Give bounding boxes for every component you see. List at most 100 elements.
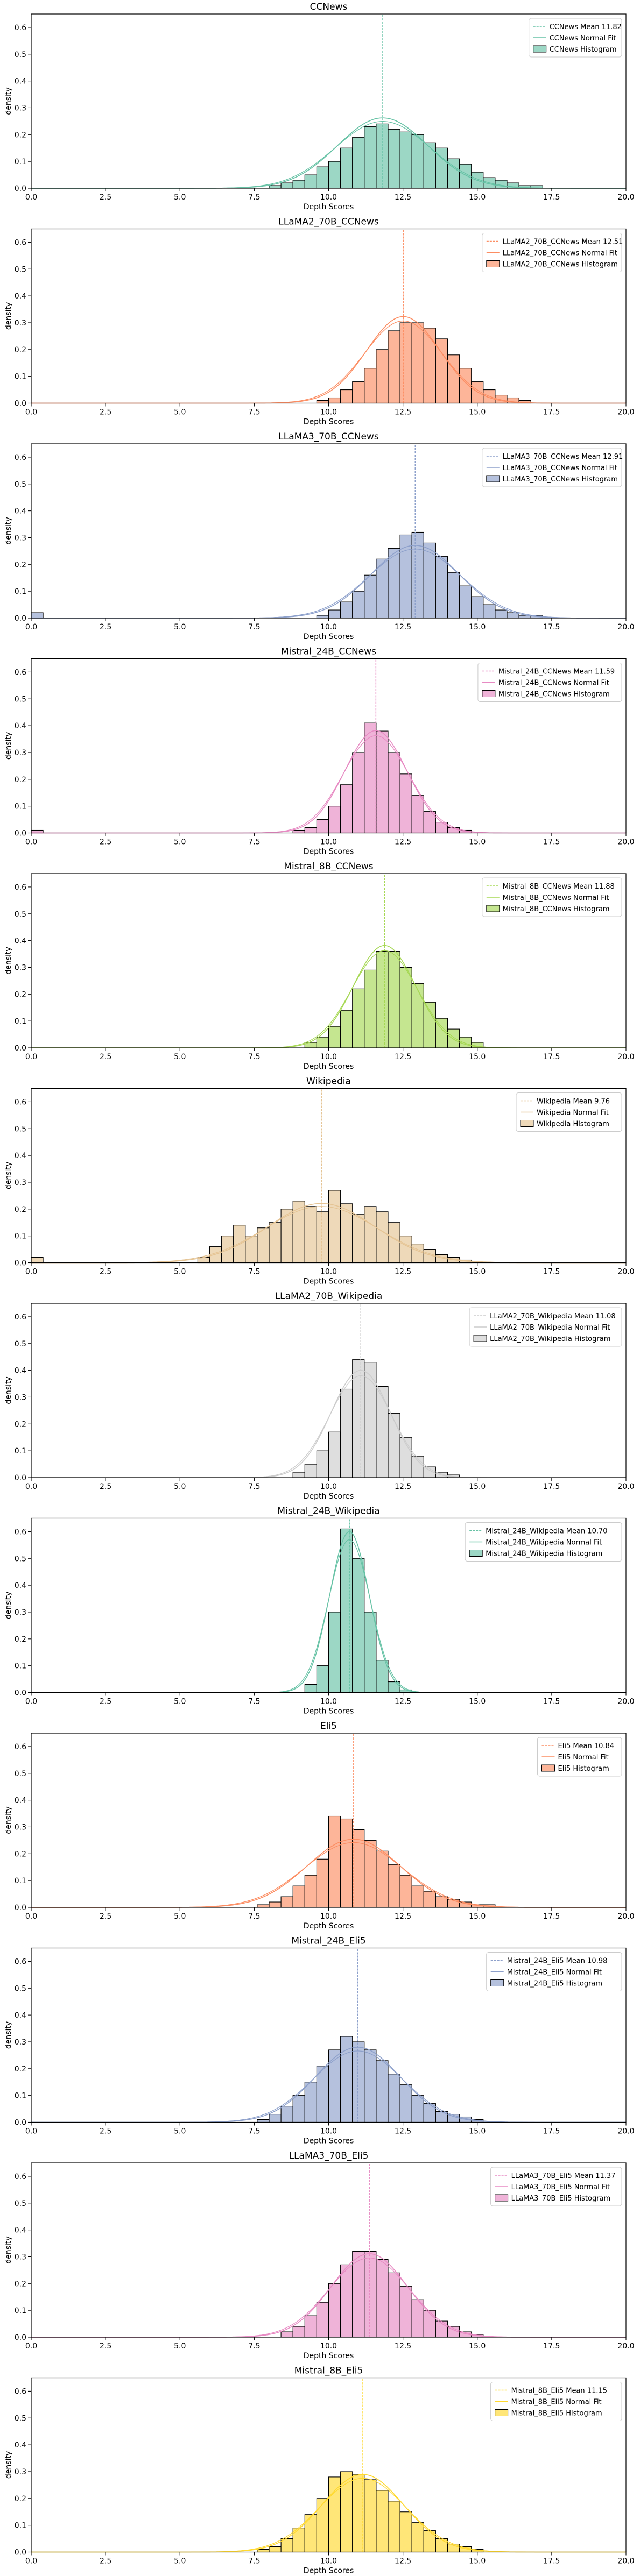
x-tick-label: 7.5 — [248, 408, 260, 417]
histogram-bar — [364, 722, 377, 834]
y-tick-label: 0.4 — [15, 937, 26, 946]
legend: Mistral_24B_Eli5 Mean 10.98 Mistral_24B_E… — [486, 1952, 622, 1991]
x-tick-label: 12.5 — [395, 2557, 411, 2566]
subplot-title: Wikipedia — [306, 1076, 351, 1087]
histogram-bar — [269, 2113, 282, 2123]
legend: Mistral_8B_Eli5 Mean 11.15 Mistral_8B_Eli… — [490, 2382, 622, 2421]
x-tick-label: 2.5 — [100, 623, 111, 631]
legend: LLaMA3_70B_CCNews Mean 12.91 LLaMA3_70B_C… — [482, 448, 623, 487]
histogram-bar — [340, 389, 353, 404]
histogram-bar — [376, 1850, 389, 1908]
histogram-bar — [352, 137, 365, 189]
histogram-bar — [328, 1190, 341, 1264]
histogram-bar — [411, 1885, 424, 1908]
y-axis-label: density — [4, 1806, 13, 1834]
histogram-bar — [364, 1362, 377, 1478]
x-tick-label: 17.5 — [543, 1698, 560, 1706]
x-tick-label: 10.0 — [320, 838, 337, 847]
histogram-bar — [423, 1002, 436, 1048]
x-tick-label: 17.5 — [543, 1268, 560, 1276]
x-tick-label: 0.0 — [25, 1912, 37, 1921]
y-tick-label: 0.5 — [15, 2199, 26, 2208]
y-tick-label: 0.4 — [15, 1797, 26, 1805]
y-tick-label: 0.6 — [15, 1313, 26, 1322]
y-tick-label: 0.1 — [15, 373, 26, 381]
subplot-mistral-24b-ccnews: Mistral_24B_CCNews 0.0 2.5 5.0 7.5 10.0 12.5 15… — [4, 647, 635, 856]
legend-label: LLaMA2_70B_CCNews Mean 12.51 — [503, 238, 623, 246]
y-tick-label: 0.4 — [15, 2011, 26, 2020]
y-tick-label: 0.2 — [15, 2495, 26, 2503]
legend-hist-swatch — [482, 690, 496, 697]
legend-box — [537, 1737, 622, 1777]
histogram-bar — [376, 951, 389, 1048]
x-tick-label: 0.0 — [25, 2557, 37, 2566]
x-tick-label: 10.0 — [320, 408, 337, 417]
x-tick-label: 10.0 — [320, 1268, 337, 1276]
histogram-bar — [340, 147, 353, 189]
histogram-bar — [364, 368, 377, 404]
histogram-bar — [411, 322, 424, 404]
x-tick-label: 7.5 — [248, 193, 260, 202]
histogram-bar — [352, 2251, 365, 2338]
x-tick-label: 20.0 — [617, 408, 634, 417]
x-tick-label: 7.5 — [248, 623, 260, 631]
x-tick-label: 15.0 — [469, 2342, 486, 2351]
histogram-bar — [280, 182, 293, 189]
y-tick-label: 0.5 — [15, 1770, 26, 1778]
histogram-bar — [376, 2490, 389, 2553]
y-tick-label: 0.3 — [15, 319, 26, 328]
histogram-bar — [257, 2549, 270, 2553]
histogram-bar — [423, 1891, 436, 1908]
x-tick-label: 15.0 — [469, 623, 486, 631]
subplot-mistral-24b-wikipedia: Mistral_24B_Wikipedia 0.0 2.5 5.0 7.5 10.0 12.… — [4, 1506, 635, 1716]
x-axis-label: Depth Scores — [304, 848, 354, 856]
histogram-bar — [411, 134, 424, 189]
y-tick-label: 0.2 — [15, 2280, 26, 2288]
y-tick-label: 0.5 — [15, 1984, 26, 1993]
legend-hist-swatch — [469, 1550, 483, 1557]
histogram-bar — [376, 1386, 389, 1478]
histogram-bar — [316, 2498, 329, 2553]
y-tick-label: 0.0 — [15, 400, 26, 408]
histogram-bar — [411, 2095, 424, 2123]
histogram-bar — [316, 2066, 329, 2123]
histogram-bar — [352, 988, 365, 1048]
y-tick-label: 0.1 — [15, 803, 26, 811]
x-tick-label: 12.5 — [395, 1268, 411, 1276]
histogram-bar — [388, 129, 400, 189]
histogram-bar — [304, 1875, 317, 1908]
x-tick-label: 20.0 — [617, 2342, 634, 2351]
histogram-bar — [388, 2272, 400, 2338]
legend-label: LLaMA3_70B_Eli5 Mean 11.37 — [511, 2172, 616, 2180]
x-tick-label: 2.5 — [100, 1912, 111, 1921]
x-tick-label: 15.0 — [469, 1912, 486, 1921]
histogram-bar — [495, 609, 508, 619]
histogram-bar — [388, 1413, 400, 1478]
x-tick-label: 15.0 — [469, 1268, 486, 1276]
normal-fit-curve — [31, 320, 626, 404]
x-tick-label: 0.0 — [25, 408, 37, 417]
histogram-bar — [328, 1612, 341, 1693]
x-axis-label: Depth Scores — [304, 1492, 354, 1501]
x-tick-label: 0.0 — [25, 1698, 37, 1706]
x-tick-label: 0.0 — [25, 2342, 37, 2351]
x-tick-label: 5.0 — [174, 1698, 186, 1706]
histogram-bar — [399, 322, 412, 404]
histogram-bar — [292, 1472, 305, 1478]
legend-box — [490, 2167, 622, 2206]
y-tick-label: 0.1 — [15, 1662, 26, 1671]
histogram-bar — [328, 2476, 341, 2553]
subplot-title: Eli5 — [320, 1721, 337, 1731]
histogram-bar — [447, 1028, 460, 1048]
y-tick-label: 0.1 — [15, 2522, 26, 2530]
legend-label: LLaMA3_70B_Eli5 Histogram — [511, 2195, 611, 2203]
histogram-bar — [411, 1244, 424, 1264]
y-tick-label: 0.2 — [15, 560, 26, 569]
histogram-bar — [435, 1896, 448, 1908]
histogram-bar — [399, 2084, 412, 2123]
histogram-bar — [340, 1010, 353, 1048]
histogram-bar — [328, 397, 341, 404]
y-tick-label: 0.2 — [15, 131, 26, 139]
histogram-bar — [399, 2511, 412, 2553]
